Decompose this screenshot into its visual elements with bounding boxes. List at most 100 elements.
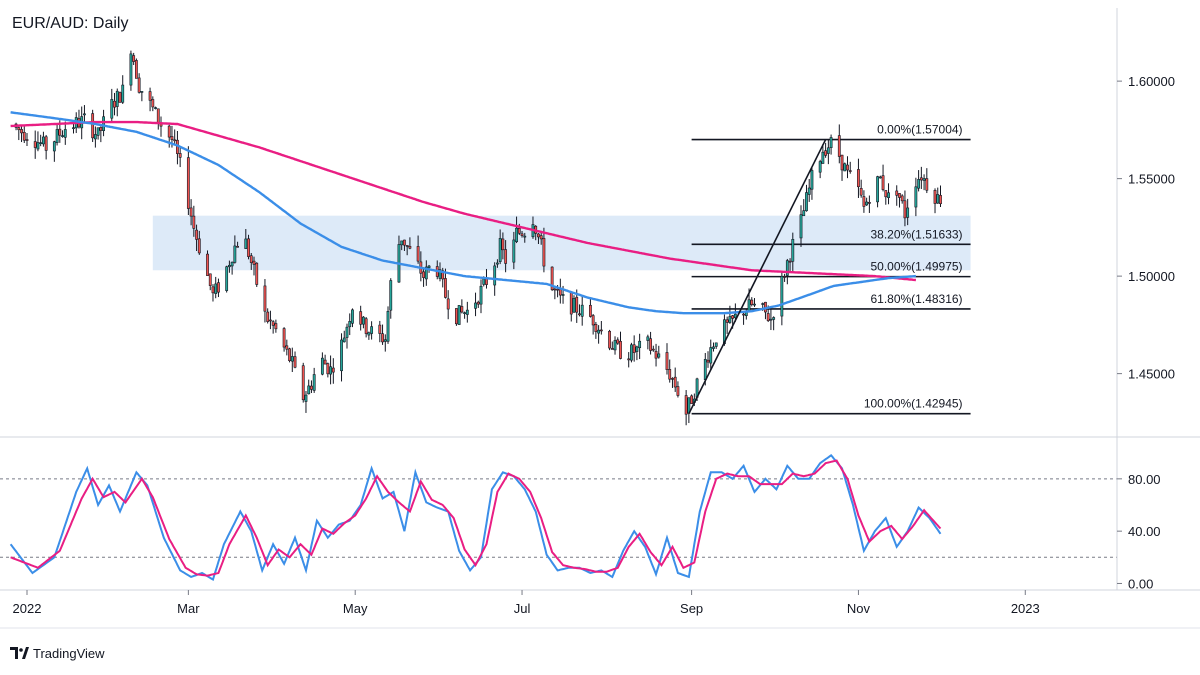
candle bbox=[638, 333, 642, 360]
price-panel[interactable]: 0.00%(1.57004) 38.20%(1.51633) 50.00%(1.49… bbox=[10, 50, 971, 426]
candle-body bbox=[608, 330, 611, 349]
candle bbox=[195, 224, 198, 252]
candle bbox=[310, 380, 313, 394]
candle-body bbox=[728, 316, 732, 323]
candle bbox=[933, 188, 937, 214]
candle bbox=[799, 205, 803, 247]
candle-body bbox=[575, 296, 579, 313]
candle-body bbox=[750, 299, 754, 305]
candle-body bbox=[271, 321, 275, 326]
candle-body bbox=[479, 285, 483, 305]
candle bbox=[323, 354, 327, 365]
candle-body bbox=[569, 292, 573, 315]
candle bbox=[657, 345, 661, 359]
candle-body bbox=[731, 315, 735, 319]
candle bbox=[496, 259, 499, 268]
candle-body bbox=[876, 176, 879, 203]
candle bbox=[364, 317, 368, 338]
candle-body bbox=[20, 129, 23, 134]
candle-body bbox=[520, 233, 524, 236]
candle-body bbox=[919, 177, 923, 181]
candle-body bbox=[474, 302, 477, 309]
candle-body bbox=[578, 313, 581, 316]
candle-body bbox=[917, 179, 921, 189]
candle-body bbox=[925, 178, 929, 191]
candle bbox=[381, 324, 384, 345]
candle bbox=[154, 106, 157, 110]
candle bbox=[594, 321, 598, 339]
candle-body bbox=[867, 202, 871, 204]
candle bbox=[589, 297, 592, 318]
candle bbox=[83, 105, 86, 123]
price-axis: 1.60000 1.55000 1.50000 1.45000 bbox=[1117, 74, 1175, 382]
candle bbox=[753, 298, 756, 307]
candle-body bbox=[865, 201, 869, 206]
candle bbox=[230, 261, 234, 275]
candle-body bbox=[616, 339, 620, 344]
candle-body bbox=[244, 238, 248, 249]
stochastic-panel[interactable] bbox=[0, 453, 1117, 581]
candle bbox=[378, 320, 382, 343]
candle bbox=[214, 276, 218, 299]
candle bbox=[616, 337, 620, 345]
candle-body bbox=[121, 84, 125, 103]
candle bbox=[919, 166, 923, 189]
candle bbox=[523, 232, 527, 243]
candle-body bbox=[217, 282, 220, 293]
candle-body bbox=[504, 249, 508, 264]
candle-body bbox=[285, 345, 289, 350]
candle bbox=[900, 194, 904, 204]
fib-label: 61.80%(1.48316) bbox=[870, 292, 962, 306]
candle-body bbox=[843, 163, 847, 172]
candle-body bbox=[255, 262, 259, 285]
candle-body bbox=[208, 273, 212, 286]
candle-body bbox=[638, 340, 642, 349]
candle bbox=[186, 146, 190, 215]
candle bbox=[383, 334, 387, 352]
candle-body bbox=[329, 366, 332, 375]
candle bbox=[36, 131, 40, 152]
price-tick-label: 1.50000 bbox=[1128, 269, 1175, 284]
candle-body bbox=[523, 235, 527, 238]
time-tick-label: Jul bbox=[514, 601, 531, 616]
candle bbox=[135, 58, 138, 79]
candle bbox=[22, 126, 26, 143]
candle-body bbox=[42, 136, 45, 145]
candle-body bbox=[367, 332, 371, 336]
candle-body bbox=[799, 214, 803, 239]
candle bbox=[178, 146, 182, 168]
sma-fast-line bbox=[10, 111, 916, 315]
candle bbox=[512, 231, 516, 270]
candle bbox=[290, 347, 294, 373]
candle bbox=[887, 183, 890, 205]
candle-body bbox=[17, 127, 21, 131]
candle-body bbox=[599, 329, 603, 332]
candle-body bbox=[345, 326, 349, 338]
brand-label: TradingView bbox=[33, 646, 105, 661]
candle-body bbox=[709, 347, 713, 364]
candle bbox=[591, 313, 595, 335]
candle-body bbox=[630, 344, 633, 361]
candle-body bbox=[206, 253, 209, 276]
candle-body bbox=[320, 357, 324, 375]
candle bbox=[386, 306, 390, 344]
candle-body bbox=[684, 395, 688, 415]
candle bbox=[463, 311, 467, 319]
candle-body bbox=[857, 169, 860, 188]
candle-body bbox=[118, 92, 122, 103]
candle-body bbox=[25, 139, 29, 141]
candle bbox=[843, 162, 847, 172]
candle-body bbox=[403, 239, 406, 246]
candle bbox=[148, 87, 152, 112]
candle-body bbox=[444, 278, 447, 298]
candle-body bbox=[72, 127, 75, 129]
candle bbox=[876, 175, 879, 208]
candle bbox=[206, 250, 209, 276]
candle-body bbox=[154, 107, 157, 109]
candle bbox=[837, 124, 841, 164]
candle-body bbox=[214, 283, 218, 294]
candle-body bbox=[742, 313, 745, 316]
candle bbox=[129, 50, 133, 91]
candle bbox=[580, 295, 584, 326]
